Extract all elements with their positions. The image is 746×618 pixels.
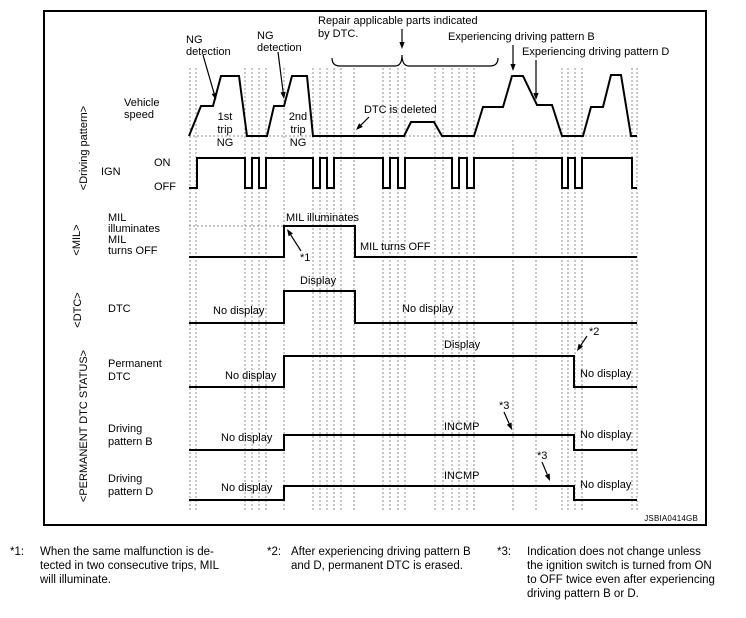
annotation-ref1: *1 xyxy=(300,252,311,264)
annotation-b-no-display-right: No display xyxy=(580,429,632,441)
side-label-dtc: <DTC> xyxy=(72,292,84,328)
annotation-ng-detection-2: NG detection xyxy=(257,30,302,54)
annotation-dtc-display: Display xyxy=(300,275,337,287)
footnote-2-text: After experiencing driving pattern B and… xyxy=(291,546,471,572)
footnote-1-ref: *1: xyxy=(10,546,25,558)
row-label-mil: MIL illuminates MIL turns OFF xyxy=(108,212,160,257)
row-label-dtc: DTC xyxy=(108,303,131,315)
annotation-dtc-no-display-left: No display xyxy=(213,305,265,317)
annotation-repair: Repair applicable parts indicated by DTC… xyxy=(318,15,478,40)
annotation-trip2-ng: 2nd trip NG xyxy=(288,111,308,149)
side-label-mil: <MIL> xyxy=(71,224,83,256)
annotation-perm-display: Display xyxy=(444,339,481,351)
row-label-vehicle-speed: Vehicle speed xyxy=(124,97,160,121)
annotation-perm-no-display-left: No display xyxy=(225,370,277,382)
row-label-permanent-dtc: Permanent DTC xyxy=(108,358,162,383)
annotation-ref3-d: *3 xyxy=(537,450,548,462)
annotation-mil-illuminates: MIL illuminates xyxy=(286,212,359,224)
side-label-driving-pattern: <Driving pattern> xyxy=(78,105,90,191)
footnote-3-text: Indication does not change unless the ig… xyxy=(527,546,715,600)
footnote-1-text: When the same malfunction is de- tected … xyxy=(40,546,219,586)
side-label-permanent-dtc-status: <PERMANENT DTC STATUS> xyxy=(78,349,90,503)
annotation-dtc-deleted: DTC is deleted xyxy=(364,104,437,116)
annotation-d-no-display-left: No display xyxy=(221,482,273,494)
annotation-d-incmp: INCMP xyxy=(444,470,480,482)
ign-on-label: ON xyxy=(154,157,171,169)
annotation-b-no-display-left: No display xyxy=(221,432,273,444)
annotation-ref2: *2 xyxy=(589,326,600,338)
diagram-border xyxy=(43,10,707,526)
row-label-driving-pattern-b: Driving pattern B xyxy=(108,423,153,448)
footnote-2-ref: *2: xyxy=(267,546,282,558)
annotation-perm-no-display-right: No display xyxy=(580,368,632,380)
row-label-driving-pattern-d: Driving pattern D xyxy=(108,473,154,498)
row-label-ign: IGN xyxy=(101,166,121,178)
footnote-3-ref: *3: xyxy=(497,546,512,558)
annotation-mil-turns-off: MIL turns OFF xyxy=(360,241,431,253)
annotation-dtc-no-display-right: No display xyxy=(402,303,454,315)
annotation-ref3-b: *3 xyxy=(499,400,510,412)
annotation-experiencing-pattern-d: Experiencing driving pattern D xyxy=(522,46,670,58)
annotation-d-no-display-right: No display xyxy=(580,479,632,491)
figure-code: JSBIA0414GB xyxy=(644,514,698,523)
annotation-experiencing-pattern-b: Experiencing driving pattern B xyxy=(448,31,595,43)
annotation-trip1-ng: 1st trip NG xyxy=(216,111,234,149)
ign-off-label: OFF xyxy=(154,181,176,193)
annotation-ng-detection-1: NG detection xyxy=(186,34,231,58)
annotation-b-incmp: INCMP xyxy=(444,421,480,433)
